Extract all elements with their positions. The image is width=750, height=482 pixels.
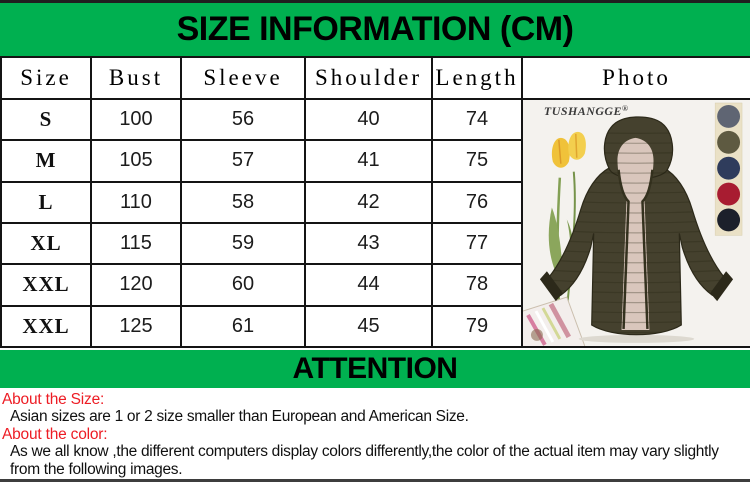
jacket-shadow	[578, 334, 695, 343]
length-value: 79	[431, 304, 523, 348]
length-value: 77	[431, 221, 523, 266]
sleeve-value: 57	[180, 139, 306, 183]
note-label-size: About the Size:	[2, 390, 105, 408]
bust-value: 100	[90, 97, 182, 142]
bust-value: 105	[90, 139, 182, 183]
note-text-color: As we all know ,the different computers …	[10, 443, 719, 478]
left-cuff	[539, 271, 563, 302]
product-photo-cell: TUSHANGGE®	[521, 98, 750, 348]
size-table: Size Bust Sleeve Shoulder Length Photo S…	[0, 56, 750, 348]
sleeve-value: 56	[180, 97, 306, 142]
sleeve-value: 61	[180, 304, 306, 348]
attention-title: ATTENTION	[292, 351, 458, 385]
size-value: L	[0, 180, 92, 224]
table-row: L 110 58 42 76	[0, 180, 750, 224]
sleeve-value: 59	[180, 221, 306, 266]
swatch-gray	[717, 104, 741, 128]
right-cuff	[710, 271, 734, 302]
note-label-color: About the color:	[2, 425, 108, 443]
registered-trademark-symbol: ®	[622, 104, 628, 113]
column-header-bust: Bust	[90, 56, 182, 100]
size-value: XXL	[0, 263, 92, 307]
top-border-line	[0, 0, 750, 3]
swatch-red	[717, 182, 741, 206]
shoulder-value: 45	[304, 304, 433, 348]
shoulder-value: 43	[304, 221, 433, 266]
left-front-edge	[617, 169, 630, 330]
column-header-photo: Photo	[521, 56, 750, 100]
swatch-olive	[717, 130, 741, 154]
length-value: 74	[431, 97, 523, 142]
column-header-length: Length	[431, 56, 523, 100]
size-value: M	[0, 139, 92, 183]
table-row: XL 115 59 43 77	[0, 221, 750, 266]
table-row: XXL 120 60 44 78	[0, 263, 750, 307]
size-information-banner: SIZE INFORMATION (CM)	[0, 3, 750, 56]
note-text-size: Asian sizes are 1 or 2 size smaller than…	[10, 408, 469, 426]
size-value: S	[0, 97, 92, 142]
table-row: M 105 57 41 75	[0, 139, 750, 183]
length-value: 76	[431, 180, 523, 224]
table-row: XXL 125 61 45 79	[0, 304, 750, 348]
brand-text: TUSHANGGE®	[544, 104, 629, 118]
sleeve-value: 58	[180, 180, 306, 224]
bust-value: 120	[90, 263, 182, 307]
color-swatches	[714, 102, 743, 236]
size-value: XL	[0, 221, 92, 266]
table-row: S 100 56 40 74	[0, 97, 750, 348]
shoulder-value: 40	[304, 97, 433, 142]
bottom-border-line	[0, 479, 750, 482]
bust-value: 110	[90, 180, 182, 224]
right-front-edge	[641, 169, 654, 330]
shoulder-value: 44	[304, 263, 433, 307]
swatch-navy	[717, 156, 741, 180]
column-header-shoulder: Shoulder	[304, 56, 433, 100]
hood-lining-inner	[617, 137, 654, 203]
shoulder-value: 41	[304, 139, 433, 183]
bust-value: 125	[90, 304, 182, 348]
length-value: 78	[431, 263, 523, 307]
shoulder-value: 42	[304, 180, 433, 224]
column-header-size: Size	[0, 56, 92, 100]
size-table-header-row: Size Bust Sleeve Shoulder Length Photo	[0, 56, 750, 100]
product-photo: TUSHANGGE®	[523, 100, 750, 346]
magazine	[523, 296, 586, 346]
swatch-black	[717, 208, 741, 232]
length-value: 75	[431, 139, 523, 183]
sleeve-value: 60	[180, 263, 306, 307]
column-header-sleeve: Sleeve	[180, 56, 306, 100]
size-value: XXL	[0, 304, 92, 348]
attention-banner: ATTENTION	[0, 349, 750, 388]
size-information-title: SIZE INFORMATION (CM)	[176, 10, 574, 48]
bust-value: 115	[90, 221, 182, 266]
notes-section: About the Size: Asian sizes are 1 or 2 s…	[0, 388, 750, 478]
